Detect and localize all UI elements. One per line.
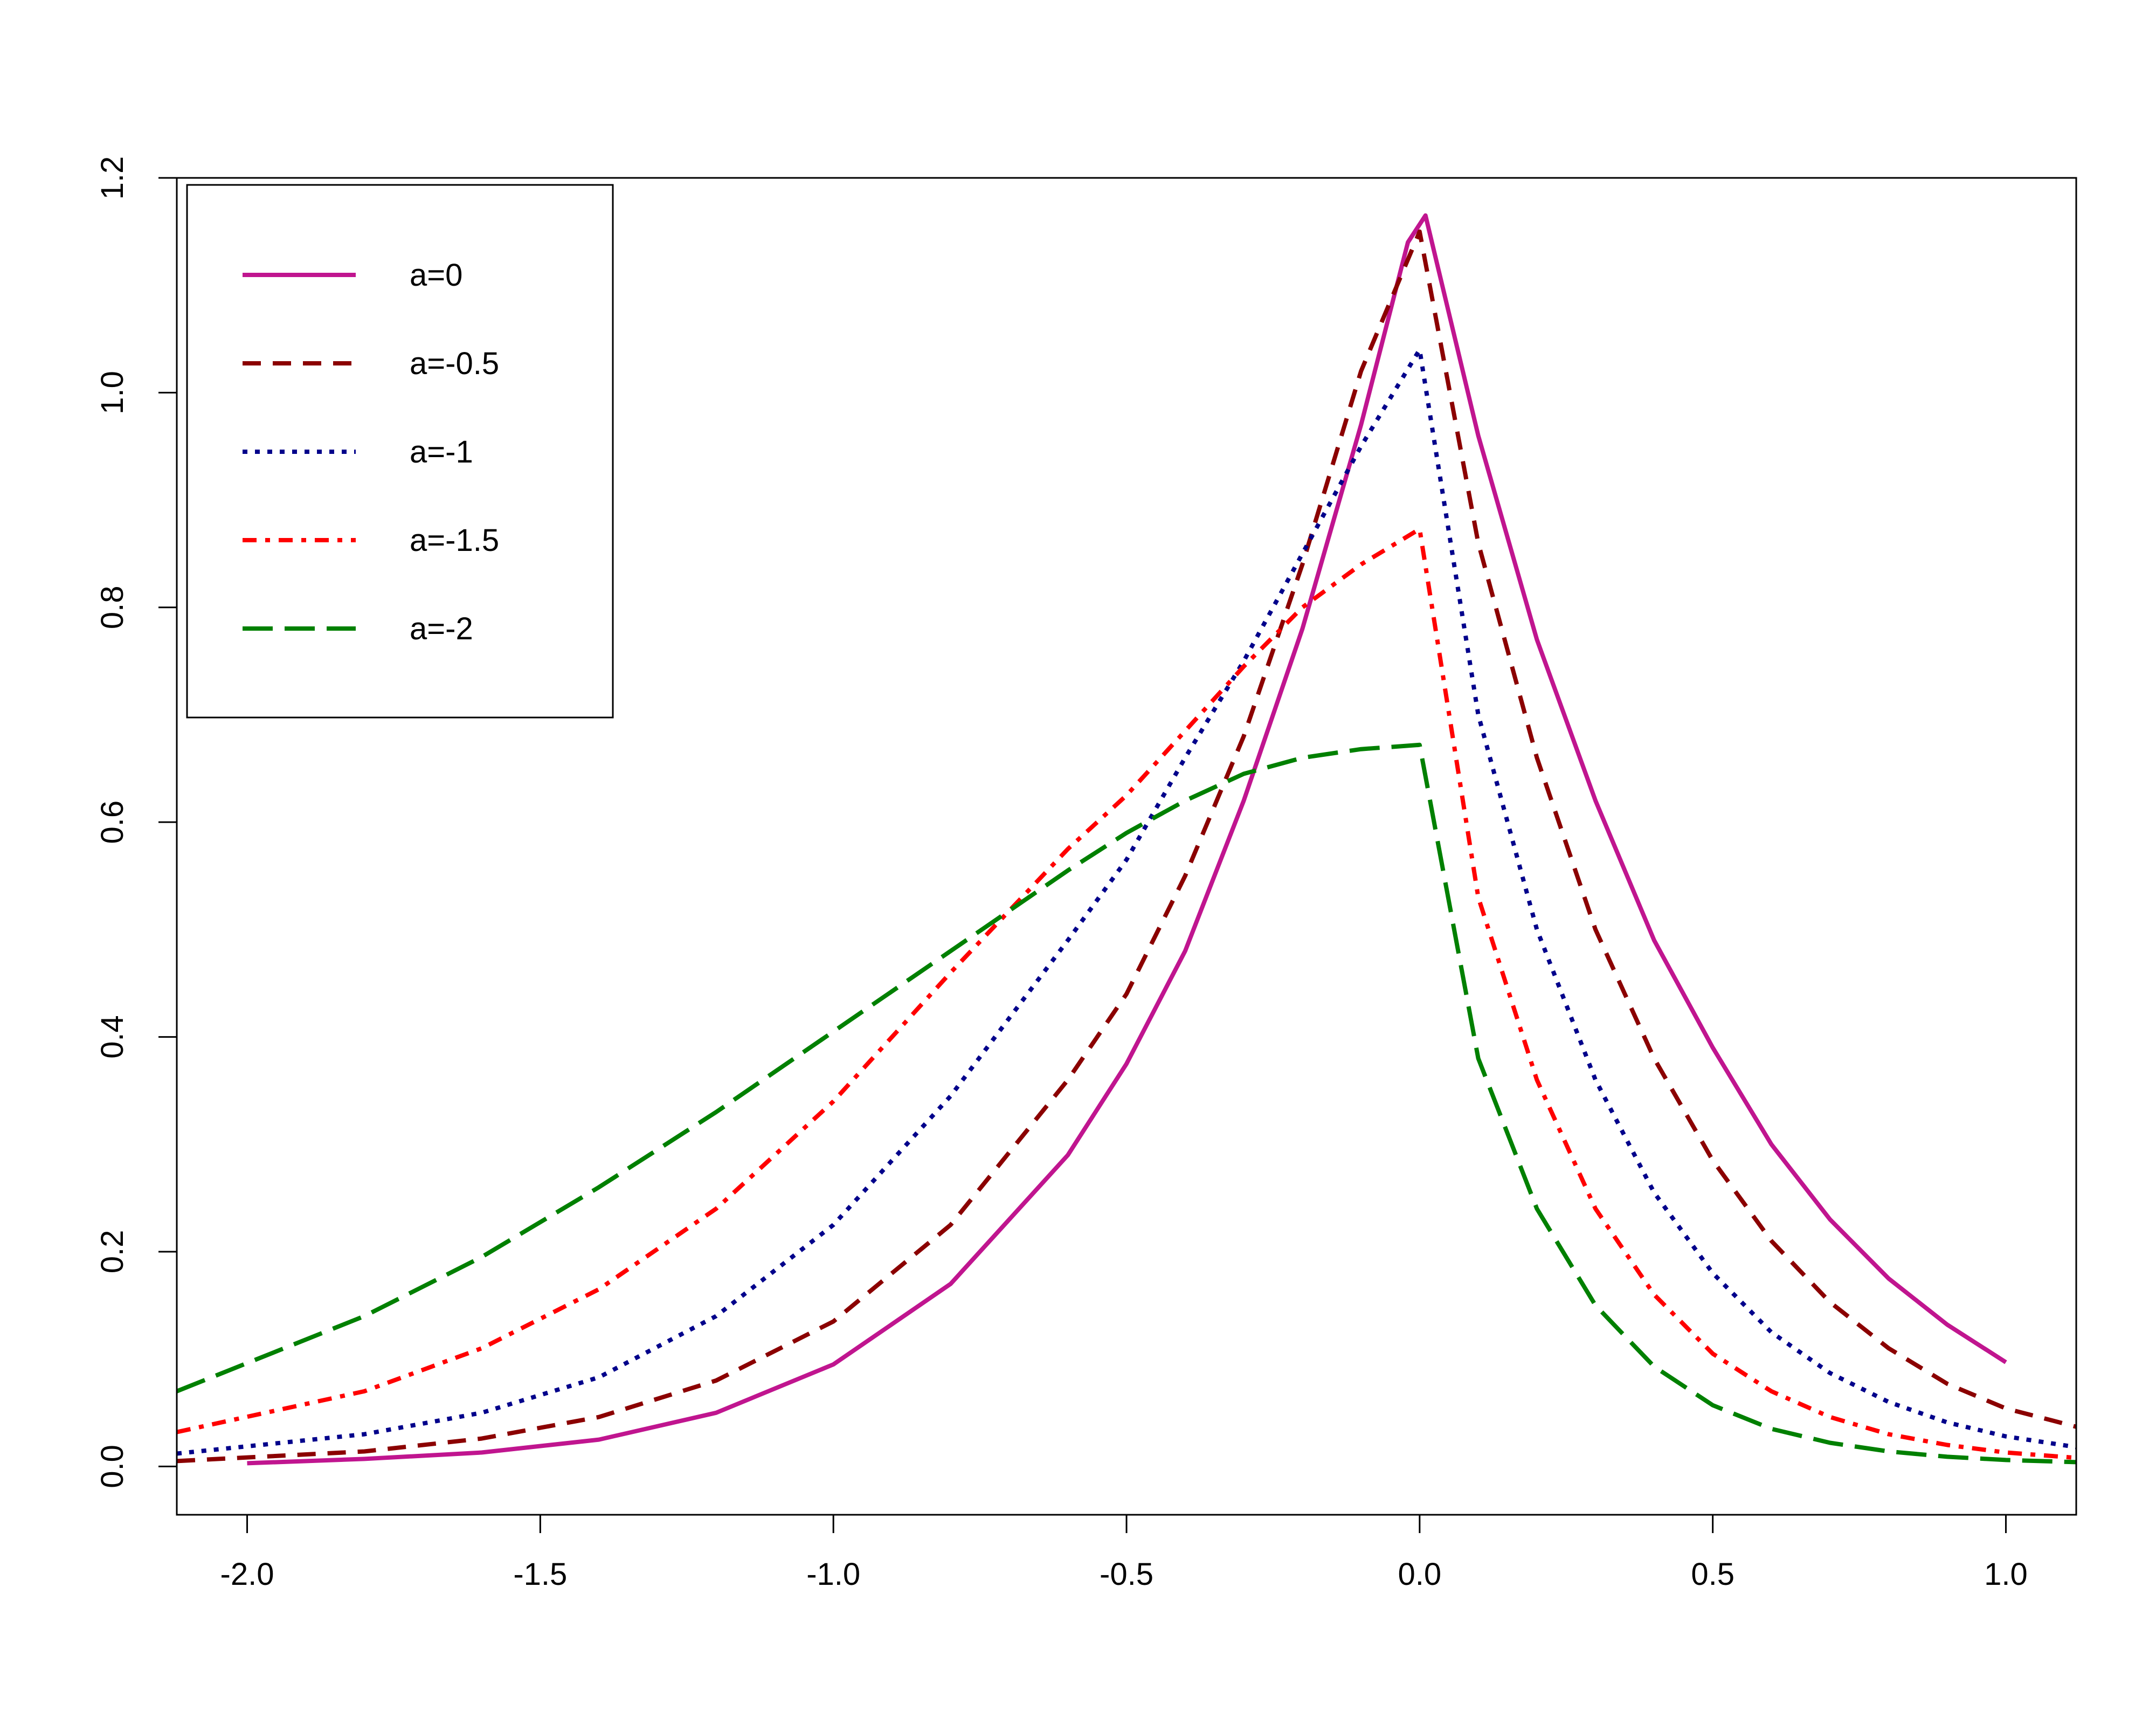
x-axis: -2.0 -1.5 -1.0 -0.5 0.0 0.5 1.0	[220, 1514, 2028, 1592]
legend-box	[186, 184, 614, 719]
y-tick-label: 0.2	[95, 1230, 130, 1274]
x-tick-label: 1.0	[1984, 1557, 2028, 1592]
x-tick-label: 0.0	[1398, 1557, 1442, 1592]
series-line-2	[176, 229, 2077, 1464]
legend-label-2: a=-0.5	[410, 346, 499, 381]
series-line-4	[176, 527, 2077, 1460]
series-layer	[176, 213, 2077, 1466]
x-tick-label: -1.0	[806, 1557, 860, 1592]
x-tick-label: -2.0	[220, 1557, 274, 1592]
y-tick-label: 1.0	[95, 371, 130, 415]
legend-label-3: a=-1	[410, 434, 473, 470]
legend-label-1: a=0	[410, 258, 462, 293]
series-line-1	[247, 213, 2007, 1466]
legend: a=0 a=-0.5 a=-1 a=-1.5 a=-2	[186, 184, 614, 719]
y-tick-label: 0.0	[95, 1445, 130, 1488]
x-tick-label: -1.5	[513, 1557, 567, 1592]
y-tick-label: 0.4	[95, 1015, 130, 1059]
x-tick-label: 0.5	[1691, 1557, 1735, 1592]
y-tick-label: 0.6	[95, 801, 130, 844]
series-line-5	[176, 742, 2077, 1465]
series-line-3	[176, 347, 2077, 1456]
x-tick-label: -0.5	[1100, 1557, 1153, 1592]
y-tick-label: 1.2	[95, 156, 130, 200]
legend-label-5: a=-2	[410, 611, 473, 646]
y-axis: 0.0 0.2 0.4 0.6 0.8 1.0 1.2	[95, 156, 178, 1488]
y-tick-label: 0.8	[95, 585, 130, 629]
legend-label-4: a=-1.5	[410, 523, 499, 558]
